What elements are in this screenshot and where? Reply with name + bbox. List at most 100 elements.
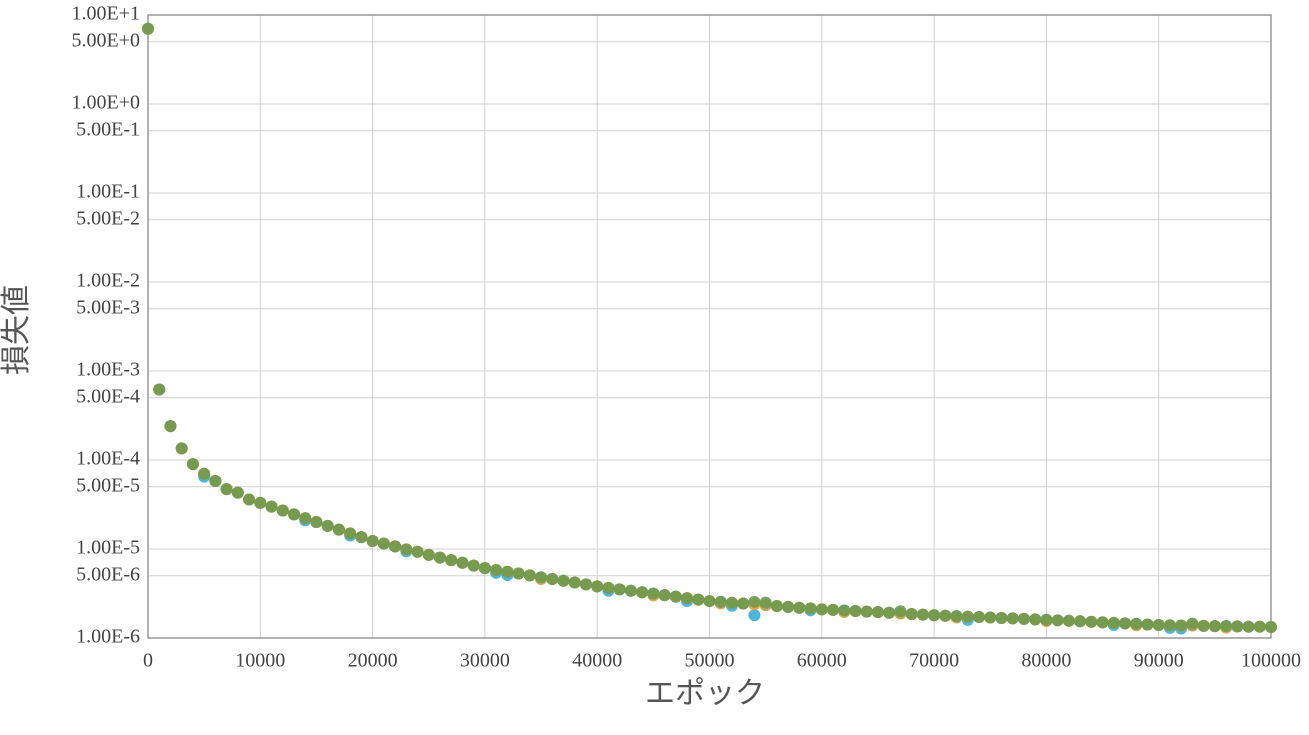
x-tick-label: 80000 (1021, 650, 1071, 672)
data-point (579, 578, 592, 591)
data-point (366, 534, 379, 547)
data-point (658, 589, 671, 602)
data-point (681, 592, 694, 605)
data-point (568, 576, 581, 589)
data-point (1029, 613, 1042, 626)
data-point (422, 548, 435, 561)
data-point (961, 610, 974, 623)
y-tick-label: 5.00E+0 (72, 29, 141, 51)
data-point (737, 597, 750, 610)
data-point (1119, 617, 1132, 630)
x-tick-label: 20000 (348, 650, 398, 672)
data-point (332, 523, 345, 536)
data-point (984, 611, 997, 624)
y-tick-label: 1.00E-6 (76, 626, 140, 648)
data-point (1062, 614, 1075, 627)
data-point (647, 587, 660, 600)
data-point (478, 562, 491, 575)
data-point (669, 590, 682, 603)
data-point (142, 22, 154, 35)
data-point (849, 605, 862, 618)
data-point (265, 500, 278, 513)
data-point (1186, 617, 1199, 630)
data-point (1265, 620, 1277, 633)
data-point (1085, 615, 1098, 628)
y-tick-label: 5.00E-2 (76, 207, 140, 229)
data-point (1141, 618, 1154, 631)
x-tick-label: 100000 (1241, 650, 1301, 672)
data-point (445, 554, 458, 567)
data-point (400, 543, 413, 556)
data-point (411, 545, 424, 558)
data-point (1175, 619, 1188, 632)
data-point (1197, 619, 1210, 632)
y-tick-label: 5.00E-5 (76, 474, 140, 496)
data-point (1152, 618, 1165, 631)
data-point (501, 565, 514, 578)
y-axis-title: 損失値 (0, 285, 34, 375)
data-point (714, 595, 727, 608)
data-point (928, 609, 941, 622)
data-point (557, 574, 570, 587)
data-point (703, 595, 716, 608)
data-point (591, 580, 604, 593)
data-point (939, 609, 952, 622)
data-point (175, 442, 188, 455)
data-point (299, 512, 312, 525)
data-point (164, 420, 177, 433)
x-tick-label: 0 (143, 650, 153, 672)
data-point (1231, 620, 1244, 633)
data-point (490, 564, 503, 577)
x-tick-label: 90000 (1134, 650, 1184, 672)
data-point (804, 602, 817, 615)
x-tick-label: 40000 (572, 650, 622, 672)
data-point (1220, 620, 1233, 633)
data-point (535, 571, 548, 584)
data-point (321, 519, 334, 532)
x-tick-label: 60000 (797, 650, 847, 672)
data-point (950, 610, 963, 623)
data-point (254, 496, 267, 509)
data-point (782, 600, 795, 613)
data-point (209, 475, 222, 488)
data-point (894, 605, 907, 618)
data-point (636, 586, 649, 599)
data-point (1040, 613, 1053, 626)
data-point (1253, 620, 1266, 633)
y-tick-label: 1.00E-4 (76, 448, 140, 470)
y-tick-label: 1.00E+1 (72, 3, 141, 25)
data-point (838, 604, 851, 617)
data-point (153, 383, 166, 396)
data-point (748, 595, 761, 608)
data-point (1163, 619, 1176, 632)
data-point (916, 608, 929, 621)
data-point (1208, 620, 1221, 633)
data-point (243, 493, 256, 506)
y-tick-label: 1.00E-5 (76, 537, 140, 559)
data-point (344, 527, 357, 540)
data-point (793, 601, 806, 614)
data-point (602, 581, 615, 594)
x-tick-label: 30000 (460, 650, 510, 672)
data-point (759, 596, 772, 609)
y-tick-label: 1.00E-1 (76, 181, 140, 203)
x-tick-label: 10000 (235, 650, 285, 672)
data-point (389, 540, 402, 553)
y-tick-label: 5.00E-6 (76, 563, 140, 585)
data-point (1130, 617, 1143, 630)
data-point (624, 584, 637, 597)
y-tick-label: 5.00E-1 (76, 118, 140, 140)
data-point (815, 603, 828, 616)
data-point (512, 567, 525, 580)
data-point (1074, 615, 1087, 628)
data-point (546, 573, 559, 586)
plot-border (147, 14, 1272, 639)
data-point (871, 606, 884, 619)
data-point (613, 583, 626, 596)
data-point (198, 467, 211, 480)
data-point (905, 608, 918, 621)
data-point (995, 611, 1008, 624)
y-tick-label: 1.00E-3 (76, 359, 140, 381)
data-point (860, 605, 873, 618)
